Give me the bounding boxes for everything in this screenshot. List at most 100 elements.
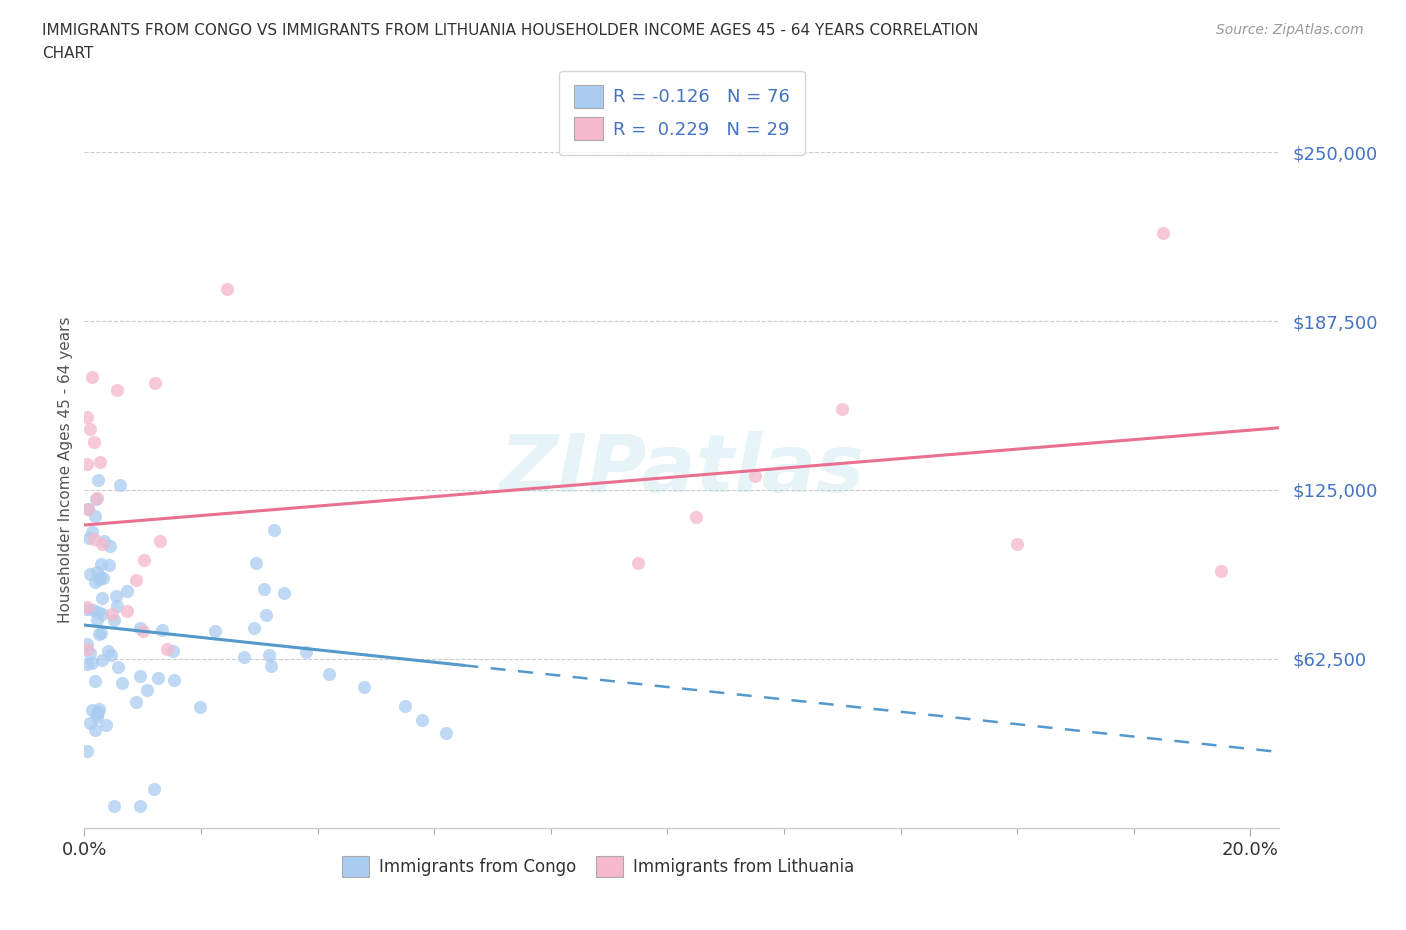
Text: Source: ZipAtlas.com: Source: ZipAtlas.com: [1216, 23, 1364, 37]
Point: [87, 472, 110, 487]
Point: [115, 583, 138, 598]
Point: [91, 570, 114, 585]
Point: [685, 510, 707, 525]
Point: [76, 501, 98, 516]
Point: [104, 589, 127, 604]
Point: [79, 646, 101, 661]
Point: [243, 620, 266, 635]
Point: [253, 581, 276, 596]
Point: [217, 282, 239, 297]
Point: [260, 658, 283, 673]
Point: [87, 605, 110, 620]
Point: [295, 644, 318, 659]
Point: [84, 491, 107, 506]
Point: [156, 642, 179, 657]
Point: [97, 644, 120, 658]
Point: [76, 409, 98, 424]
Point: [77, 501, 100, 516]
Point: [103, 612, 125, 627]
Point: [87, 705, 110, 720]
Point: [1005, 537, 1028, 551]
Point: [125, 572, 148, 587]
Point: [117, 604, 139, 618]
Point: [86, 565, 108, 579]
Point: [89, 570, 111, 585]
Point: [76, 600, 98, 615]
Point: [89, 625, 111, 640]
Point: [91, 607, 114, 622]
Point: [273, 585, 295, 600]
Point: [79, 716, 101, 731]
Point: [257, 647, 280, 662]
Point: [150, 622, 173, 637]
Point: [103, 799, 125, 814]
Point: [82, 603, 104, 618]
Point: [233, 649, 256, 664]
Point: [190, 699, 212, 714]
Point: [76, 657, 98, 671]
Point: [86, 490, 108, 505]
Point: [129, 621, 152, 636]
Point: [204, 623, 226, 638]
Point: [89, 627, 111, 642]
Point: [94, 718, 117, 733]
Point: [125, 695, 148, 710]
Point: [76, 637, 98, 652]
Point: [83, 435, 105, 450]
Point: [128, 669, 150, 684]
Point: [129, 799, 152, 814]
Point: [82, 703, 104, 718]
Point: [89, 455, 111, 470]
Point: [84, 673, 107, 688]
Point: [149, 534, 172, 549]
Point: [107, 659, 129, 674]
Point: [143, 782, 166, 797]
Point: [93, 534, 115, 549]
Point: [91, 537, 114, 551]
Point: [1152, 226, 1174, 241]
Point: [105, 598, 128, 613]
Point: [135, 683, 157, 698]
Point: [87, 572, 110, 587]
Point: [100, 647, 122, 662]
Point: [77, 530, 100, 545]
Point: [143, 376, 166, 391]
Point: [163, 673, 186, 688]
Point: [111, 675, 134, 690]
Point: [83, 723, 105, 737]
Text: CHART: CHART: [42, 46, 94, 61]
Point: [134, 552, 156, 567]
Point: [98, 538, 121, 553]
Point: [744, 469, 766, 484]
Point: [86, 613, 108, 628]
Point: [87, 701, 110, 716]
Point: [80, 525, 103, 539]
Point: [90, 591, 112, 605]
Point: [83, 532, 105, 547]
Point: [105, 382, 128, 397]
Point: [245, 556, 267, 571]
Point: [108, 478, 131, 493]
Text: ZIPatlas: ZIPatlas: [499, 431, 865, 509]
Point: [263, 523, 285, 538]
Point: [84, 509, 107, 524]
Point: [162, 644, 184, 658]
Point: [80, 656, 103, 671]
Legend: Immigrants from Congo, Immigrants from Lithuania: Immigrants from Congo, Immigrants from L…: [336, 849, 860, 884]
Point: [132, 624, 155, 639]
Point: [90, 556, 112, 571]
Point: [254, 607, 277, 622]
Point: [394, 698, 416, 713]
Point: [79, 422, 101, 437]
Point: [90, 653, 112, 668]
Point: [76, 642, 98, 657]
Point: [627, 555, 650, 570]
Point: [76, 456, 98, 471]
Point: [86, 707, 108, 722]
Point: [76, 602, 98, 617]
Point: [86, 710, 108, 724]
Y-axis label: Householder Income Ages 45 - 64 years: Householder Income Ages 45 - 64 years: [58, 316, 73, 623]
Point: [101, 606, 124, 621]
Point: [82, 369, 104, 384]
Point: [146, 671, 169, 685]
